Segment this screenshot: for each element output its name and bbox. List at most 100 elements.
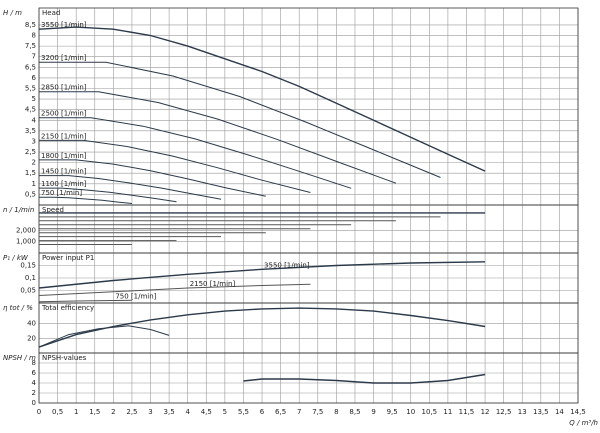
x-tick-label: 9,5 [387, 408, 398, 416]
curve-label: 3550 [1/min] [264, 261, 310, 269]
x-tick-label: 12 [481, 408, 490, 416]
y-tick-label: 7,5 [25, 42, 36, 50]
x-tick-label: 0 [37, 408, 41, 416]
y-axis-label: P₁ / kW [3, 254, 29, 262]
y-tick-label: 0 [32, 399, 36, 407]
curve-label: 1100 [1/min] [41, 180, 87, 188]
y-tick-label: 8 [32, 32, 36, 40]
curve [39, 196, 132, 204]
x-tick-label: 7,5 [312, 408, 323, 416]
y-axis-label: η tot / % [3, 304, 33, 312]
x-tick-label: 14 [555, 408, 564, 416]
curve [39, 117, 352, 189]
y-tick-label: 8,5 [25, 21, 36, 29]
curve-label: 2150 [1/min] [41, 132, 87, 140]
y-tick-label: 4 [32, 116, 37, 124]
y-tick-label: 3 [32, 137, 36, 145]
y-tick-label: 2,000 [16, 226, 36, 234]
curve-label: 3200 [1/min] [41, 54, 87, 62]
panel-title: Total efficiency [41, 304, 94, 312]
x-tick-label: 8,5 [349, 408, 360, 416]
curve [38, 283, 311, 296]
y-tick-label: 2 [32, 389, 36, 397]
x-tick-label: 13,5 [533, 408, 549, 416]
x-tick-label: 0,5 [52, 408, 63, 416]
x-tick-label: 6,5 [275, 408, 286, 416]
curve-label: 750 [1/min] [41, 189, 82, 197]
y-tick-label: 0,5 [25, 190, 36, 198]
x-tick-label: 9 [371, 408, 375, 416]
x-tick-label: 1,5 [89, 408, 100, 416]
curve-label: 1800 [1/min] [41, 152, 87, 160]
curve-label: 1450 [1/min] [41, 168, 87, 176]
curve [39, 139, 311, 193]
curve-label: 2500 [1/min] [41, 110, 87, 118]
curve [38, 299, 132, 303]
x-tick-label: 10 [406, 408, 415, 416]
y-tick-label: 1,5 [25, 169, 36, 177]
panel-title: Power input P1 [42, 254, 94, 262]
x-tick-label: 3 [148, 408, 152, 416]
curve-label: 2850 [1/min] [41, 84, 87, 92]
x-tick-label: 5,5 [238, 408, 249, 416]
x-tick-label: 10,5 [422, 408, 438, 416]
x-tick-label: 4,5 [201, 408, 212, 416]
x-tick-label: 4 [185, 408, 190, 416]
y-tick-label: 6 [32, 369, 37, 377]
y-tick-label: 2 [32, 159, 36, 167]
y-tick-label: 5,5 [25, 84, 36, 92]
x-tick-label: 2,5 [126, 408, 137, 416]
curve-label: 750 [1/min] [115, 293, 156, 301]
curve [38, 307, 486, 348]
panel-frame [38, 302, 579, 354]
y-tick-label: 0,05 [20, 287, 36, 295]
y-tick-label: 8 [32, 359, 36, 367]
curve [39, 159, 266, 197]
x-tick-label: 11,5 [459, 408, 475, 416]
curve-label: 3550 [1/min] [41, 21, 87, 29]
y-tick-label: 1 [32, 180, 36, 188]
curve [38, 325, 170, 348]
x-tick-label: 5 [223, 408, 227, 416]
x-axis-label: Q / m³/h [569, 419, 598, 427]
x-tick-label: 13 [518, 408, 527, 416]
x-tick-label: 6 [260, 408, 265, 416]
panel-title: Speed [42, 206, 64, 214]
panel-frame [38, 7, 579, 206]
curve [39, 187, 177, 203]
x-tick-label: 3,5 [164, 408, 175, 416]
curve [39, 175, 222, 200]
y-axis-label: NPSH / m [3, 354, 36, 362]
x-tick-label: 11 [443, 408, 452, 416]
y-tick-label: 4,5 [25, 106, 36, 114]
y-tick-label: 6,5 [25, 63, 36, 71]
y-tick-label: 1,000 [16, 238, 36, 246]
y-tick-label: 3,5 [25, 127, 36, 135]
x-tick-label: 12,5 [496, 408, 512, 416]
y-tick-label: 5 [32, 95, 36, 103]
panel-title: NPSH-values [42, 354, 87, 362]
curve [38, 261, 486, 289]
x-tick-label: 2 [111, 408, 115, 416]
y-tick-label: 0,15 [20, 262, 36, 270]
y-tick-label: 6 [32, 74, 37, 82]
y-tick-label: 40 [27, 320, 36, 328]
y-axis-label: n / 1/min [3, 206, 34, 214]
curve [243, 373, 486, 384]
curve [39, 91, 397, 184]
curve-label: 2150 [1/min] [190, 280, 236, 288]
curve [38, 26, 486, 172]
y-tick-label: 20 [27, 334, 36, 342]
y-axis-label: H / m [3, 9, 22, 17]
panel-frame [38, 352, 579, 404]
x-tick-label: 8 [334, 408, 338, 416]
x-tick-label: 1 [74, 408, 78, 416]
y-tick-label: 4 [32, 379, 37, 387]
panel-title: Head [42, 9, 60, 17]
curve [39, 61, 441, 178]
y-tick-label: 0,1 [25, 274, 36, 282]
y-tick-label: 2,5 [25, 148, 36, 156]
y-tick-label: 7 [32, 53, 36, 61]
